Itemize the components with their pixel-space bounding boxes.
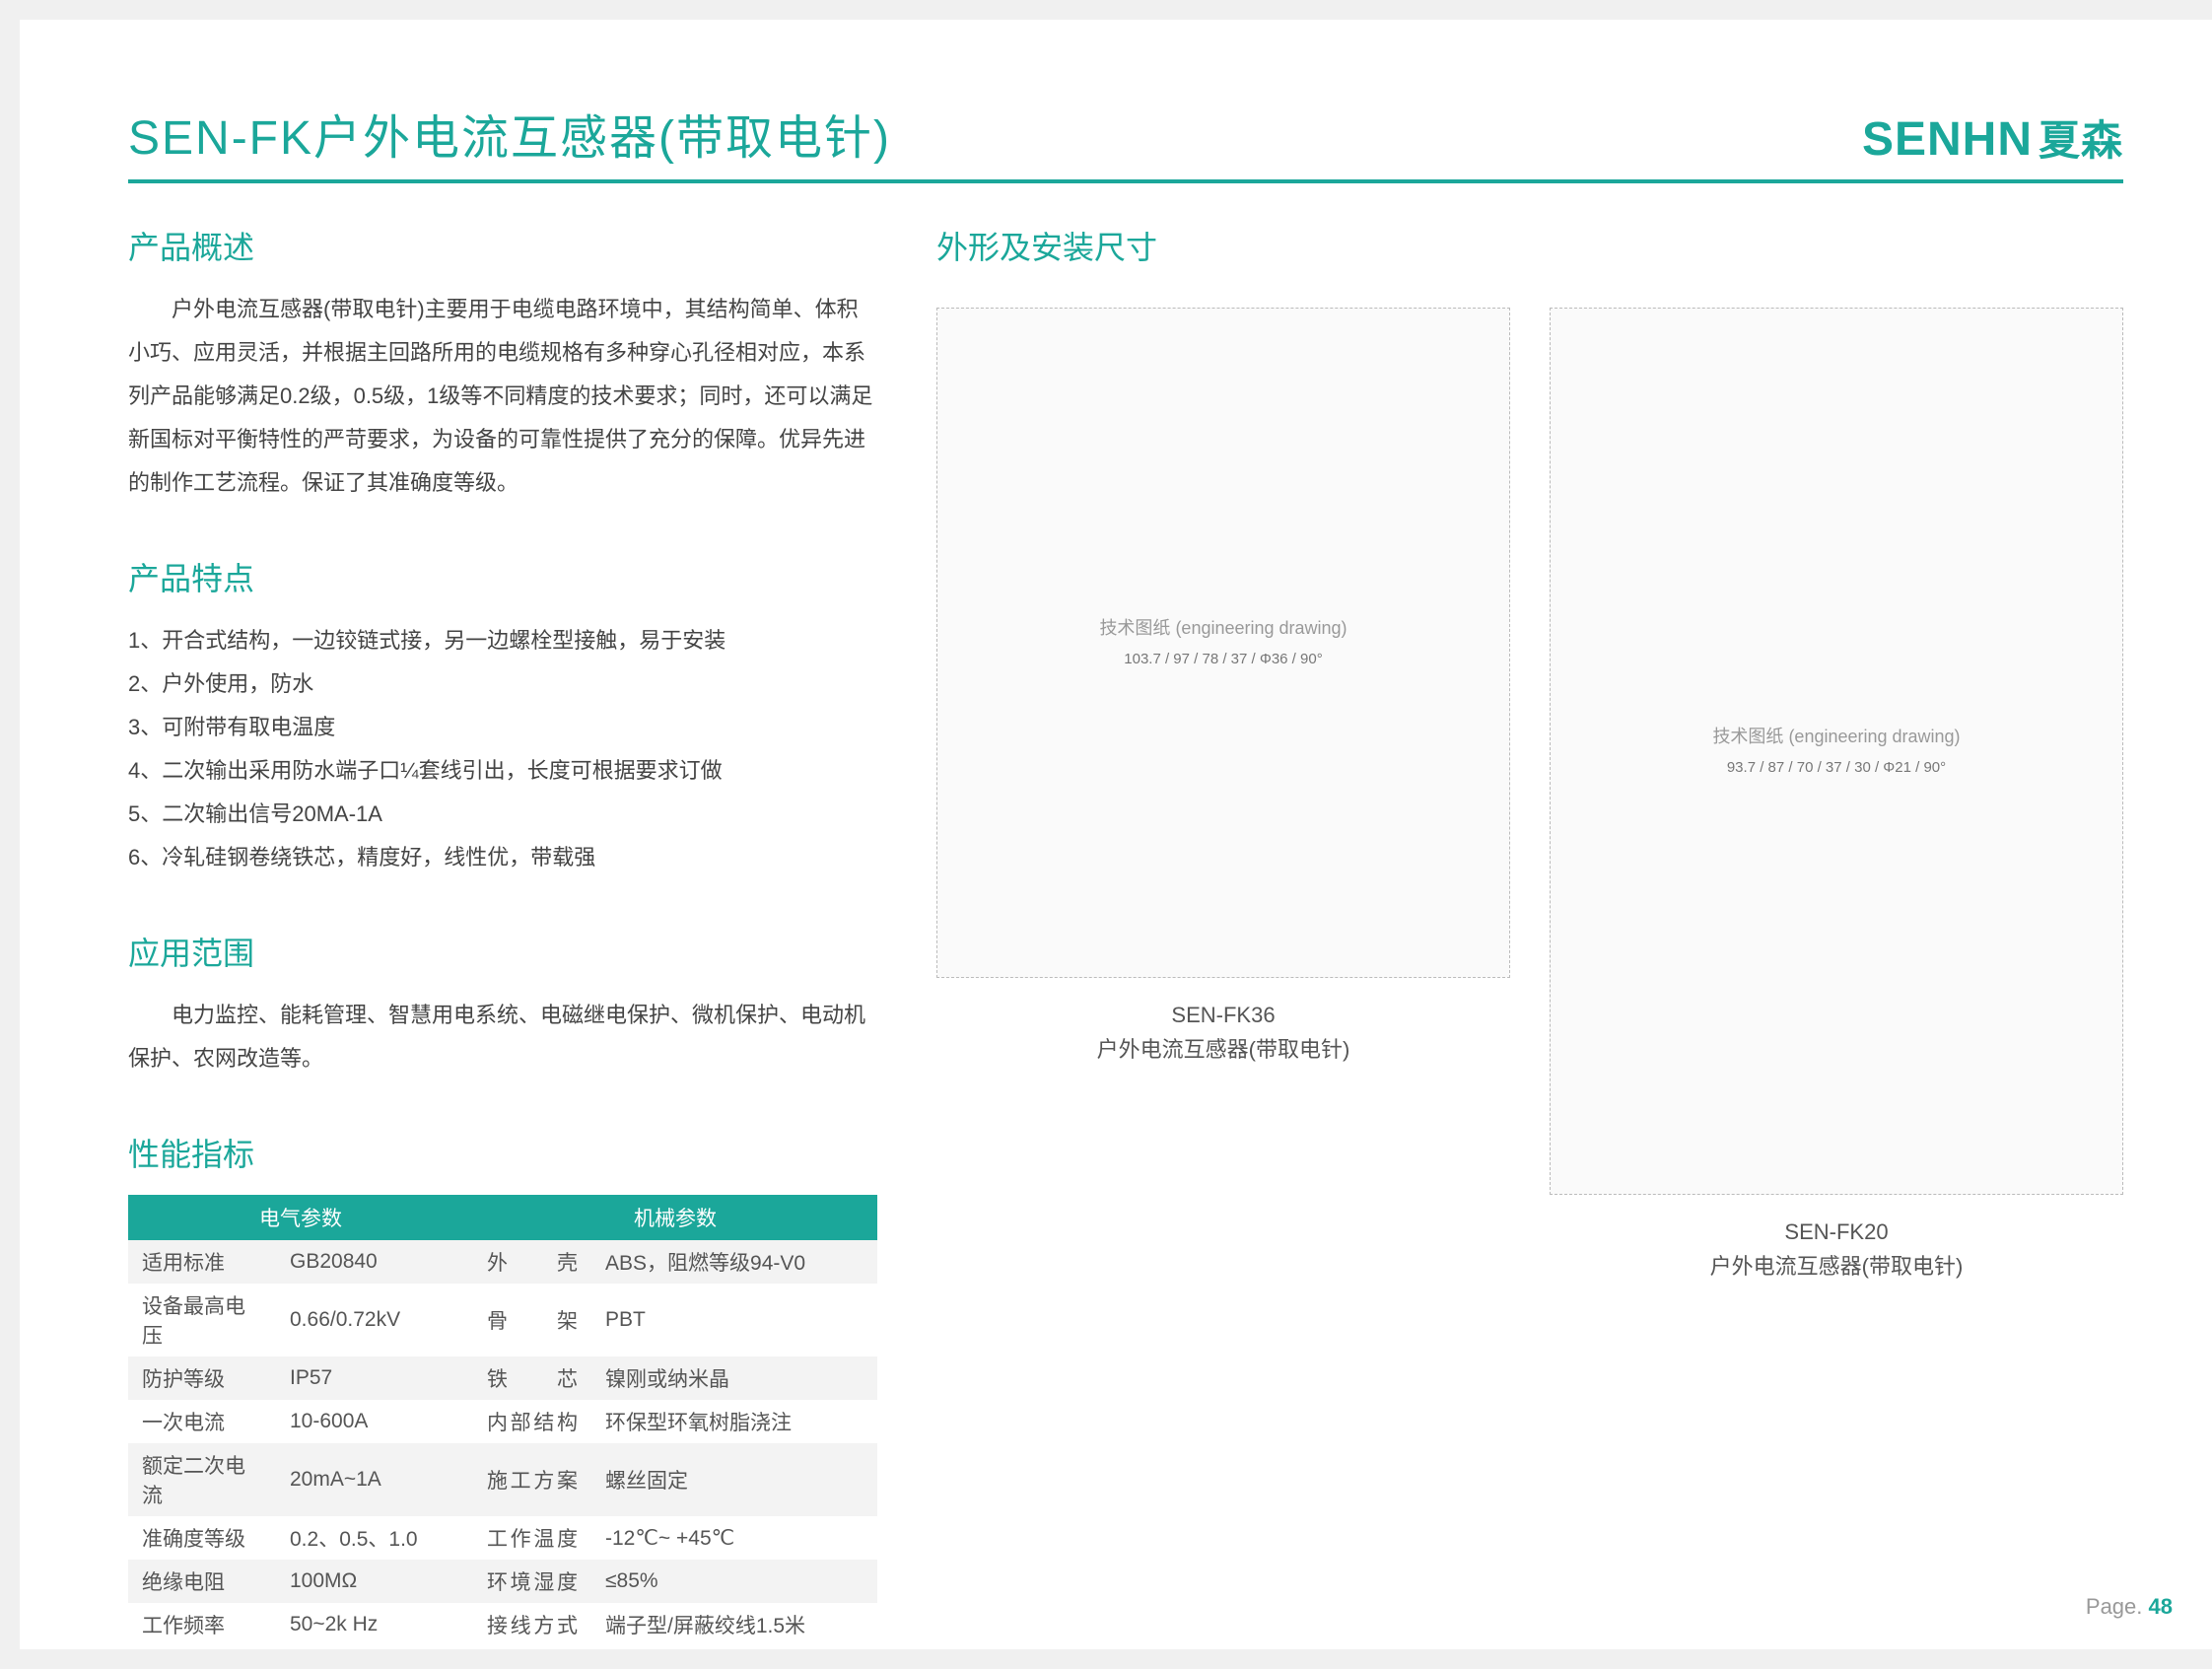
logo-en: SENHN [1862,112,2033,167]
feature-item: 1、开合式结构，一边铰链式接，另一边螺栓型接触，易于安装 [128,619,877,662]
drawing-placeholder: 技术图纸 (engineering drawing) 103.7 / 97 / … [936,308,1510,978]
table-row: 一次电流 10-600A 内部结构 环保型环氧树脂浇注 [128,1400,877,1443]
feature-item: 4、二次输出采用防水端子口¼套线引出，长度可根据要求订做 [128,749,877,793]
overview-text: 户外电流互感器(带取电针)主要用于电缆电路环境中，其结构简单、体积小巧、应用灵活… [128,288,877,505]
table-row: 工作频率 50~2k Hz 接线方式 端子型/屏蔽绞线1.5米 [128,1603,877,1646]
page-title: SEN-FK户外电流互感器(带取电针) [128,99,891,168]
table-row: 适用标准 GB20840 外 壳 ABS，阻燃等级94-V0 [128,1240,877,1284]
overview-title: 产品概述 [128,223,877,268]
table-row: 设备最高电压 0.66/0.72kV 骨 架 PBT [128,1284,877,1356]
diagrams-title: 外形及安装尺寸 [936,223,2123,268]
diagram-label: SEN-FK36 户外电流互感器(带取电针) [936,998,1510,1067]
diagram-fk20: 技术图纸 (engineering drawing) 93.7 / 87 / 7… [1550,308,2123,1284]
logo-cn: 夏森 [2039,107,2123,168]
specs-header-mech: 机械参数 [473,1195,877,1240]
page-number: Page. 48 [2086,1594,2173,1620]
table-row: 准确度等级 0.2、0.5、1.0 工作温度 -12℃~ +45℃ [128,1516,877,1560]
feature-item: 5、二次输出信号20MA-1A [128,793,877,836]
feature-item: 3、可附带有取电温度 [128,706,877,749]
diagram-fk36: 技术图纸 (engineering drawing) 103.7 / 97 / … [936,308,1510,1284]
brand-logo: SENHN 夏森 [1862,107,2123,168]
table-row: 绝缘电阻 100MΩ 环境湿度 ≤85% [128,1560,877,1603]
specs-header-elec: 电气参数 [128,1195,473,1240]
table-row: 防护等级 IP57 铁 芯 镍刚或纳米晶 [128,1356,877,1400]
specs-table: 电气参数 机械参数 适用标准 GB20840 外 壳 ABS，阻燃等级94-V0… [128,1195,877,1646]
scope-title: 应用范围 [128,929,877,974]
drawing-placeholder: 技术图纸 (engineering drawing) 93.7 / 87 / 7… [1550,308,2123,1195]
scope-text: 电力监控、能耗管理、智慧用电系统、电磁继电保护、微机保护、电动机保护、农网改造等… [128,994,877,1080]
features-title: 产品特点 [128,554,877,599]
page-header: SEN-FK户外电流互感器(带取电针) SENHN 夏森 [128,99,2123,183]
feature-item: 2、户外使用，防水 [128,662,877,706]
table-row: 额定二次电流 20mA~1A 施工方案 螺丝固定 [128,1443,877,1516]
specs-title: 性能指标 [128,1130,877,1175]
feature-item: 6、冷轧硅钢卷绕铁芯，精度好，线性优，带载强 [128,836,877,879]
features-list: 1、开合式结构，一边铰链式接，另一边螺栓型接触，易于安装 2、户外使用，防水 3… [128,619,877,879]
diagram-label: SEN-FK20 户外电流互感器(带取电针) [1550,1215,2123,1284]
